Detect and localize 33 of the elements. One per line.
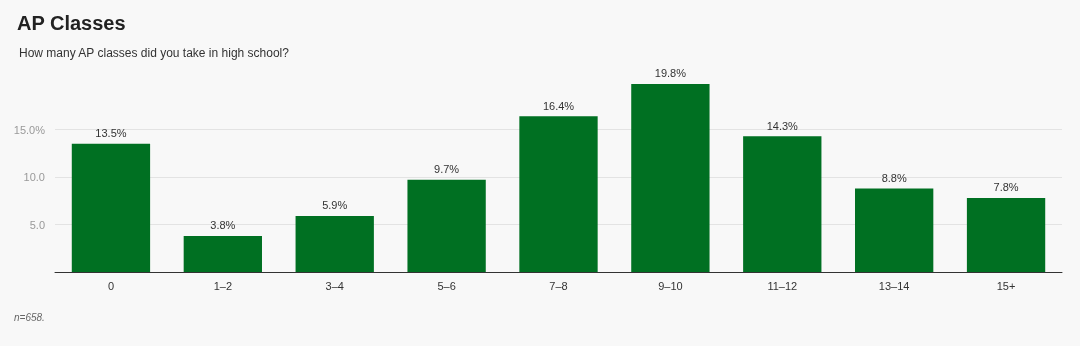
bar — [183, 235, 262, 272]
data-label: 19.8% — [654, 67, 687, 80]
x-tick-label: 15+ — [996, 279, 1016, 292]
bar — [295, 215, 374, 272]
bar — [743, 136, 822, 272]
data-label: 16.4% — [542, 99, 575, 112]
y-tick-label: 15.0% — [13, 123, 46, 136]
data-label: 8.8% — [881, 171, 907, 184]
data-label: 14.3% — [766, 119, 799, 132]
bar — [519, 116, 598, 272]
bar — [71, 143, 151, 272]
data-label: 13.5% — [95, 127, 127, 140]
data-label: 9.7% — [434, 163, 460, 176]
bar — [855, 188, 934, 272]
x-tick-label: 0 — [107, 279, 115, 292]
y-tick-label: 5.0 — [29, 218, 45, 231]
x-tick-label: 1–2 — [213, 279, 233, 292]
data-label: 7.8% — [993, 181, 1019, 194]
data-label: 3.8% — [210, 219, 236, 232]
bar — [631, 83, 710, 272]
x-tick-label: 3–4 — [325, 279, 344, 292]
chart-subtitle: How many AP classes did you take in high school? — [19, 46, 290, 60]
bar — [407, 179, 486, 272]
x-tick-label: 11–12 — [767, 279, 798, 292]
text: n=658. — [14, 311, 45, 323]
chart-title: AP Classes — [17, 12, 126, 34]
x-tick-label: 9–10 — [658, 279, 683, 292]
data-label: 5.9% — [322, 199, 348, 212]
x-tick-label: 7–8 — [549, 279, 568, 292]
bar — [966, 197, 1046, 272]
x-tick-label: 13–14 — [878, 279, 910, 292]
y-tick-label: 10.0 — [23, 171, 45, 183]
x-tick-label: 5–6 — [437, 279, 456, 292]
